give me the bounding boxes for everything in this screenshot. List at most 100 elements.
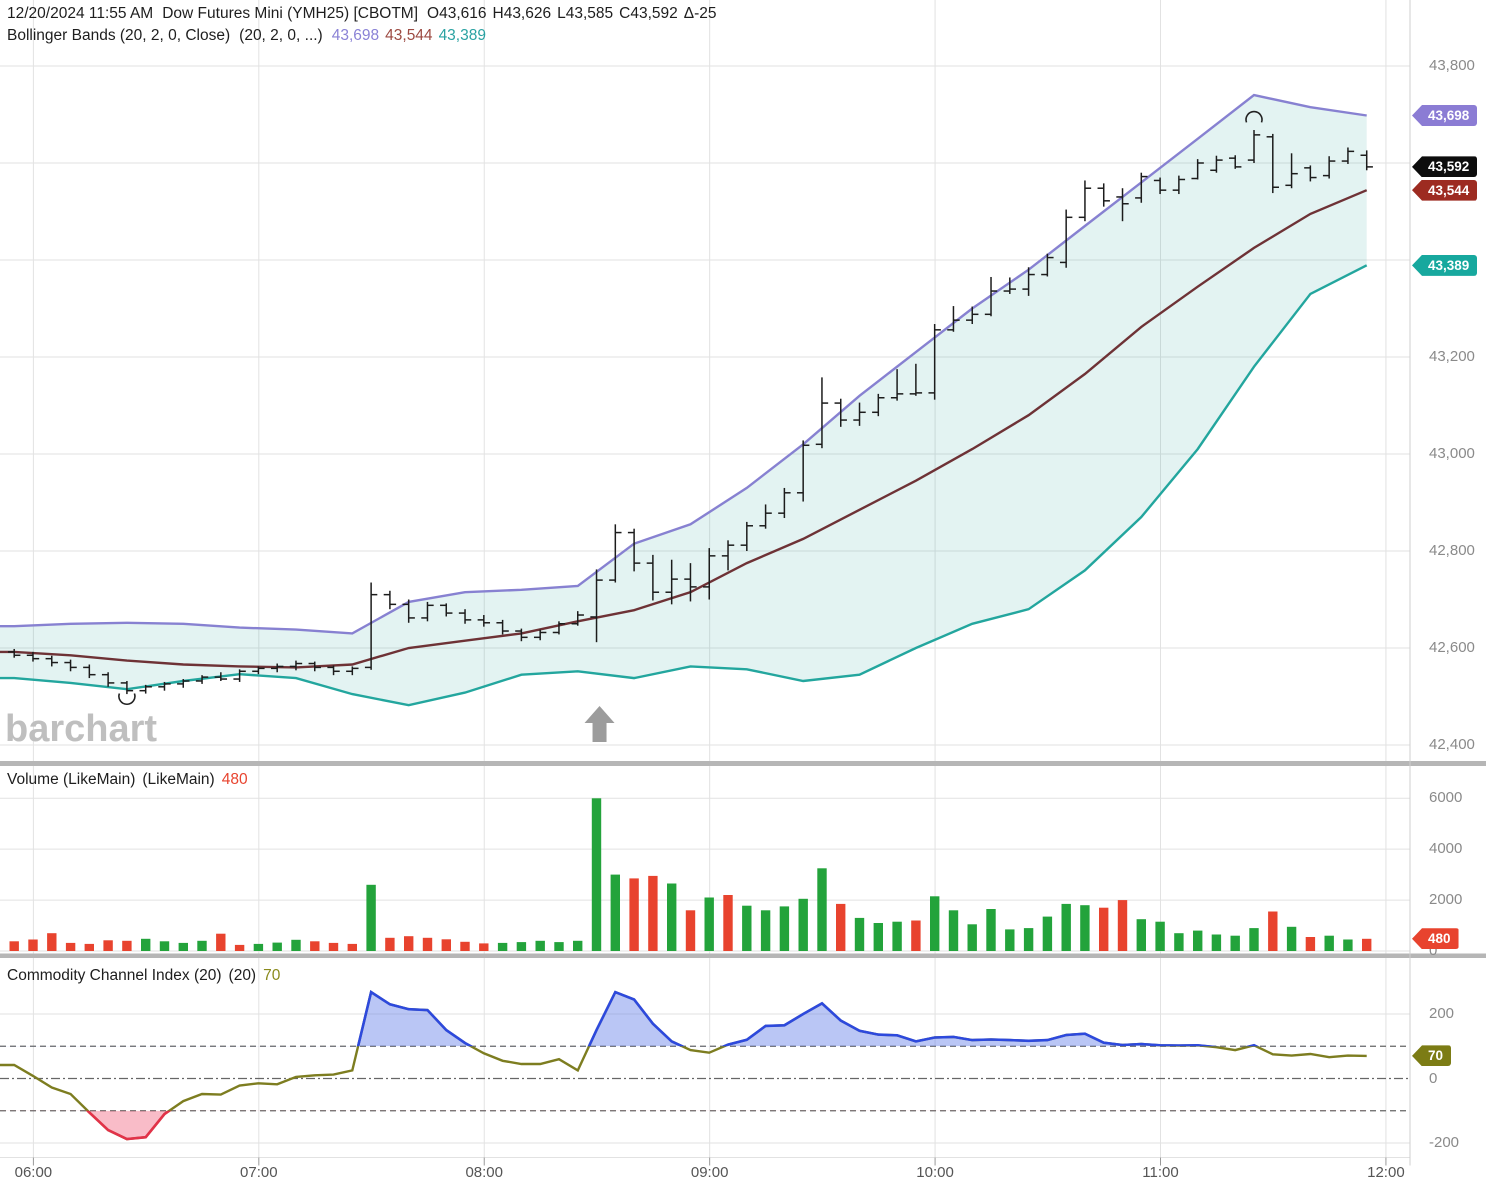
- volume-bar: [28, 939, 38, 951]
- volume-bar: [1286, 926, 1297, 951]
- bollinger-upper-badge: 43,698: [1412, 104, 1478, 126]
- volume-bar: [1117, 900, 1128, 951]
- ohlc-bar: [346, 666, 359, 676]
- ohlc-bar: [778, 487, 791, 519]
- volume-bar: [1042, 916, 1053, 951]
- ohlc-bar: [440, 603, 453, 617]
- ohlc-bar: [834, 398, 847, 427]
- bollinger-lower-badge: 43,389: [1412, 254, 1478, 276]
- last-price-badge: 43,592: [1412, 156, 1478, 178]
- bollinger-middle-line: [0, 189, 1368, 669]
- price-axis-label: 43,000: [1429, 445, 1475, 462]
- time-axis-label: 07:00: [240, 1164, 278, 1181]
- volume-bar: [742, 905, 752, 951]
- ohlc-bar: [571, 611, 584, 626]
- time-axis-label: 10:00: [916, 1164, 954, 1181]
- ohlc-bar: [627, 528, 641, 572]
- ohlc-bar: [139, 684, 152, 694]
- volume-bar: [798, 898, 808, 951]
- volume-bar: [554, 942, 564, 951]
- ohlc-bar: [1322, 156, 1336, 179]
- volume-bar: [817, 868, 827, 951]
- volume-bar: [479, 943, 489, 951]
- volume-bar: [723, 895, 733, 951]
- volume-bar: [629, 878, 639, 951]
- ohlc-bar: [890, 369, 904, 401]
- cci-axis-label: 0: [1429, 1069, 1438, 1087]
- bollinger-lower-line: [0, 264, 1368, 707]
- volume-current-value: 480: [221, 771, 248, 788]
- high-circle-annotation: [1245, 110, 1263, 123]
- volume-bar: [1362, 938, 1372, 951]
- volume-bar: [1193, 930, 1203, 951]
- volume-bar: [1155, 921, 1165, 951]
- volume-bar: [178, 942, 188, 951]
- volume-bar: [310, 941, 320, 951]
- volume-bar: [159, 941, 170, 951]
- ohlc-bar: [1191, 159, 1204, 180]
- up-arrow-annotation: [584, 706, 615, 742]
- volume-bar: [854, 917, 865, 951]
- volume-bar: [930, 896, 940, 951]
- ohlc-bar: [609, 524, 622, 583]
- ohlc-bar: [158, 681, 171, 691]
- ohlc-bar: [101, 672, 115, 687]
- ohlc-bar: [496, 619, 509, 635]
- volume-bar: [911, 920, 921, 951]
- ohlc-bar: [308, 661, 321, 672]
- ohlc-bar: [1304, 165, 1317, 182]
- ohlc-bars: [8, 130, 1373, 695]
- volume-bar: [272, 942, 282, 951]
- volume-bar: [1230, 935, 1240, 951]
- cci-panel-title: Commodity Channel Index (20) (20) 70: [7, 967, 287, 985]
- volume-bar: [1080, 905, 1090, 951]
- volume-bar: [986, 909, 996, 951]
- ohlc-bar: [909, 363, 923, 396]
- header-symbol: Dow Futures Mini (YMH25) [CBOTM]: [162, 5, 419, 22]
- chart-header-line1: 12/20/2024 11:55 AM Dow Futures Mini (YMH…: [7, 5, 726, 23]
- ohlc-bar: [1229, 155, 1242, 169]
- ohlc-bar: [1266, 133, 1279, 194]
- ohlc-bar: [796, 440, 810, 502]
- volume-bar: [422, 937, 433, 951]
- volume-bar: [103, 940, 113, 951]
- ohlc-bar: [252, 666, 265, 675]
- volume-axis-label: 2000: [1429, 891, 1463, 909]
- ohlc-bar: [966, 306, 979, 325]
- ohlc-bar: [1210, 155, 1223, 173]
- ohlc-bar: [195, 675, 209, 684]
- ohlc-bar: [928, 324, 941, 400]
- ohlc-bar: [1285, 153, 1298, 189]
- volume-bar: [216, 933, 226, 951]
- ohlc-bar: [64, 659, 77, 672]
- volume-bar: [65, 942, 76, 951]
- ohlc-bar: [721, 540, 735, 571]
- volume-bar: [441, 939, 451, 951]
- volume-bar: [253, 943, 264, 951]
- ohlc-bar: [1341, 147, 1355, 164]
- volume-bar: [685, 910, 696, 951]
- ohlc-bar: [1247, 130, 1261, 163]
- volume-bar: [9, 941, 19, 951]
- ohlc-bar: [1153, 177, 1167, 195]
- header-open: O43,616: [427, 5, 487, 22]
- ohlc-bar: [8, 648, 21, 658]
- volume-bar: [1324, 935, 1334, 951]
- ohlc-bar: [327, 665, 340, 676]
- ohlc-bar: [947, 306, 960, 332]
- volume-bar: [404, 936, 414, 951]
- ohlc-bar: [1135, 172, 1148, 203]
- bollinger-upper-value: 43,698: [331, 27, 380, 44]
- cci-axis-label: 200: [1429, 1005, 1455, 1022]
- ohlc-bar: [45, 655, 58, 667]
- barchart-watermark-logo: barchart: [5, 708, 158, 750]
- volume-bar: [141, 938, 151, 951]
- ohlc-bar: [984, 276, 998, 317]
- ohlc-bar: [646, 554, 660, 601]
- volume-bar: [892, 921, 902, 951]
- ohlc-bar: [421, 601, 434, 622]
- ohlc-bar: [1003, 277, 1017, 294]
- volume-bar: [84, 943, 94, 951]
- volume-bar: [385, 937, 395, 951]
